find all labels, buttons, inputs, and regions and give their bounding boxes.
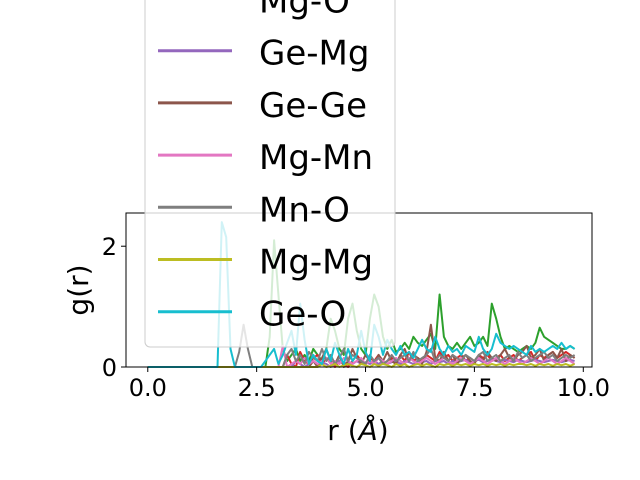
legend-label: Mn-O [259,190,350,230]
x-tick-label: 0.0 [129,374,167,402]
x-tick-label: 5.0 [346,374,384,402]
x-tick-label: 7.5 [455,374,493,402]
x-tick-label: 2.5 [238,374,276,402]
legend: Mg-O Ge-Mg Ge-Ge Mg-Mn Mn-O Mg-Mg Ge-O [144,0,396,348]
x-axis-label: r (Å) [327,413,388,447]
legend-label: Mg-Mg [259,243,373,283]
legend-label: Mg-Mn [259,138,373,178]
y-tick-label: 0 [102,354,117,382]
legend-label: Ge-O [259,295,346,335]
legend-label: Mg-O [259,0,350,22]
tick-layer: 0.0 2.5 5.0 7.5 10.0 0 2 [102,233,610,402]
x-tick-label: 10.0 [557,374,610,402]
y-axis-label: g(r) [62,264,95,315]
y-tick-label: 2 [102,233,117,261]
legend-label: Ge-Mg [259,34,369,74]
legend-label: Ge-Ge [259,86,367,126]
legend-entries: Mg-O Ge-Mg Ge-Ge Mg-Mn Mn-O Mg-Mg Ge-O [158,0,373,335]
